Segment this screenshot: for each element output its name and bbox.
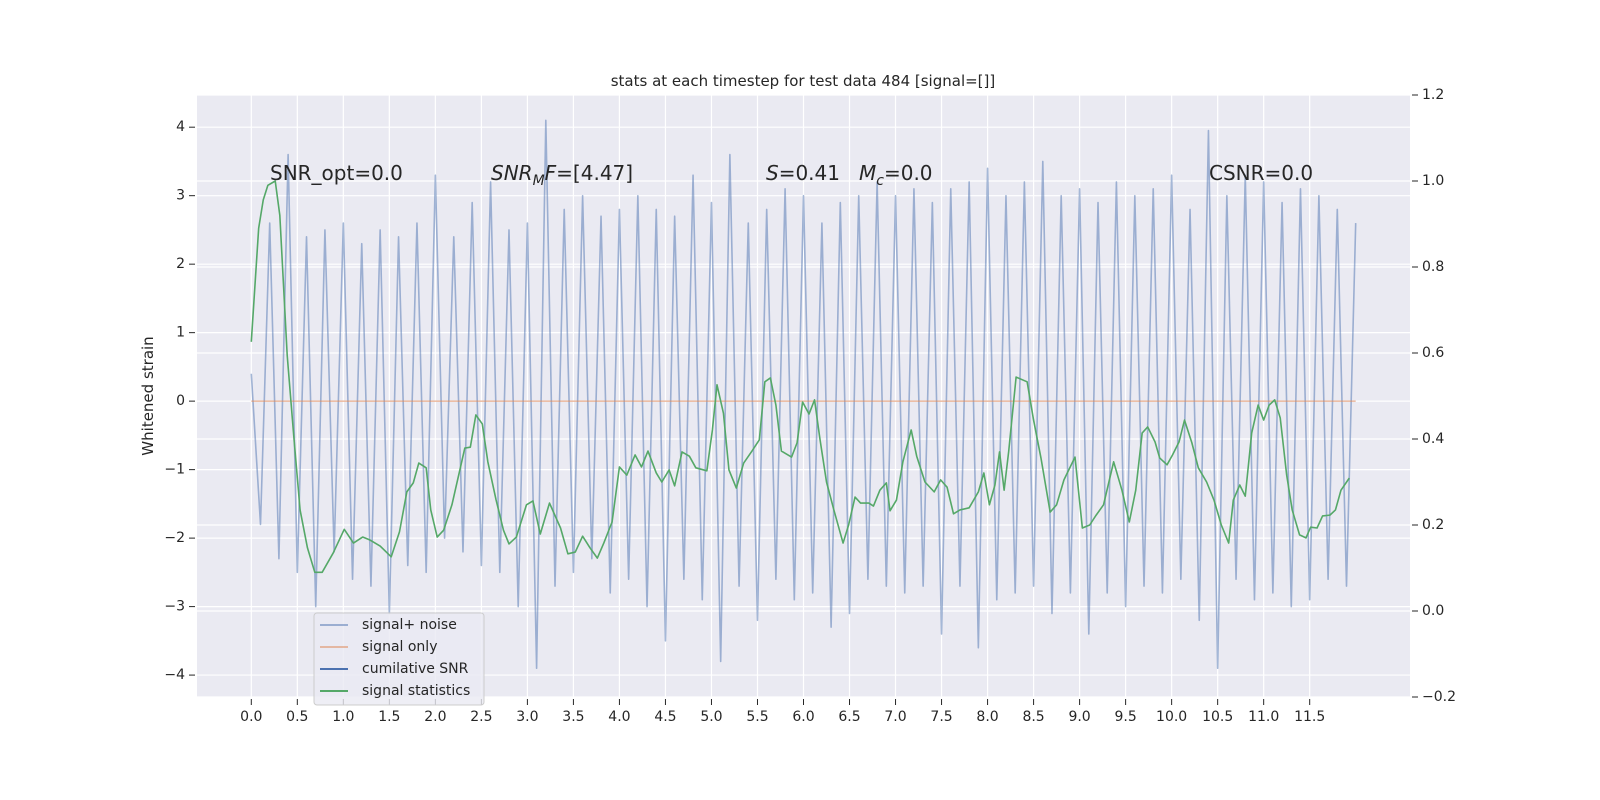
y-tick-label: 3: [176, 188, 185, 204]
x-tick-label: 8.0: [976, 709, 998, 725]
y-tick-label: 1: [176, 325, 185, 341]
y-tick-label: 0: [176, 393, 185, 409]
annotation: Mc=0.0: [859, 161, 933, 189]
x-tick-label: 11.5: [1294, 709, 1325, 725]
y2-tick-label: 0.2: [1422, 517, 1444, 533]
x-tick-label: 5.5: [746, 709, 768, 725]
x-tick-label: 9.5: [1114, 709, 1136, 725]
annotation-subscript: c: [876, 173, 884, 189]
y2-tick-label: −0.2: [1422, 689, 1456, 705]
annotation-text: =[4.47]: [556, 161, 633, 185]
axes: −4 −3 −2 −1 0 1 2 3 4 −0.2 0.0 0.2 0.4 0.6 0.8 1.0 1.2 0.…: [164, 87, 1456, 725]
legend-label: cumilative SNR: [362, 661, 469, 677]
x-tick-label: 0.5: [286, 709, 308, 725]
y-tick-label: −4: [164, 667, 185, 683]
x-tick-label: 7.0: [884, 709, 906, 725]
x-tick-label: 1.0: [332, 709, 354, 725]
x-tick-label: 2.0: [424, 709, 446, 725]
y2-tick-label: 0.4: [1422, 431, 1444, 447]
x-tick-label: 3.0: [516, 709, 538, 725]
annotation-text: =0.41: [779, 161, 840, 185]
annotation: CSNR=0.0: [1209, 161, 1313, 185]
x-tick-label: 8.5: [1022, 709, 1044, 725]
x-tick-label: 10.0: [1156, 709, 1187, 725]
x-tick-label: 3.5: [562, 709, 584, 725]
annotation-text: F: [545, 161, 557, 185]
annotation: SNR_opt=0.0: [270, 161, 403, 185]
x-tick-label: 10.5: [1202, 709, 1233, 725]
legend-label: signal only: [362, 639, 437, 655]
x-tick-label: 6.5: [838, 709, 860, 725]
x-tick-label: 0.0: [240, 709, 262, 725]
legend-label: signal+ noise: [362, 617, 457, 633]
plot-lines: [250, 119, 1357, 670]
legend: signal+ noise signal only cumilative SNR si…: [313, 612, 485, 706]
legend-box: [313, 612, 485, 706]
series-line: [250, 180, 1350, 574]
chart-title: stats at each timestep for test data 484…: [611, 72, 996, 90]
annotation-text: =0.0: [884, 161, 933, 185]
y2-tick-label: 1.0: [1422, 173, 1444, 189]
grid: [197, 94, 1410, 698]
annotation: S=0.41: [766, 161, 840, 185]
y-tick-label: −3: [164, 599, 185, 615]
annotation-text: S: [766, 161, 779, 185]
y2-tick-label: 0.0: [1422, 603, 1444, 619]
x-tick-label: 7.5: [930, 709, 952, 725]
x-tick-label: 11.0: [1248, 709, 1279, 725]
x-tick-label: 4.5: [654, 709, 676, 725]
x-tick-label: 1.5: [378, 709, 400, 725]
series-line: [250, 119, 1357, 670]
x-tick-label: 4.0: [608, 709, 630, 725]
y-tick-label: −2: [164, 530, 185, 546]
annotation-text: M: [859, 161, 876, 185]
x-tick-label: 9.0: [1068, 709, 1090, 725]
annotation-text: SNR_opt=0.0: [270, 161, 403, 185]
y-tick-label: 2: [176, 256, 185, 272]
annotation-text: CSNR=0.0: [1209, 161, 1313, 185]
y2-tick-label: 0.6: [1422, 345, 1444, 361]
y-tick-label: −1: [164, 462, 185, 478]
y2-tick-label: 1.2: [1422, 87, 1444, 103]
x-tick-label: 5.0: [700, 709, 722, 725]
y-axis-label: Whitened strain: [139, 336, 157, 455]
legend-label: signal statistics: [362, 683, 470, 699]
annotation-subscript: M: [533, 173, 545, 189]
x-tick-label: 6.0: [792, 709, 814, 725]
y-tick-label: 4: [176, 119, 185, 135]
annotation-text: SNR: [491, 161, 533, 185]
annotation: SNRMF=[4.47]: [491, 161, 633, 189]
y2-tick-label: 0.8: [1422, 259, 1444, 275]
x-tick-label: 2.5: [470, 709, 492, 725]
